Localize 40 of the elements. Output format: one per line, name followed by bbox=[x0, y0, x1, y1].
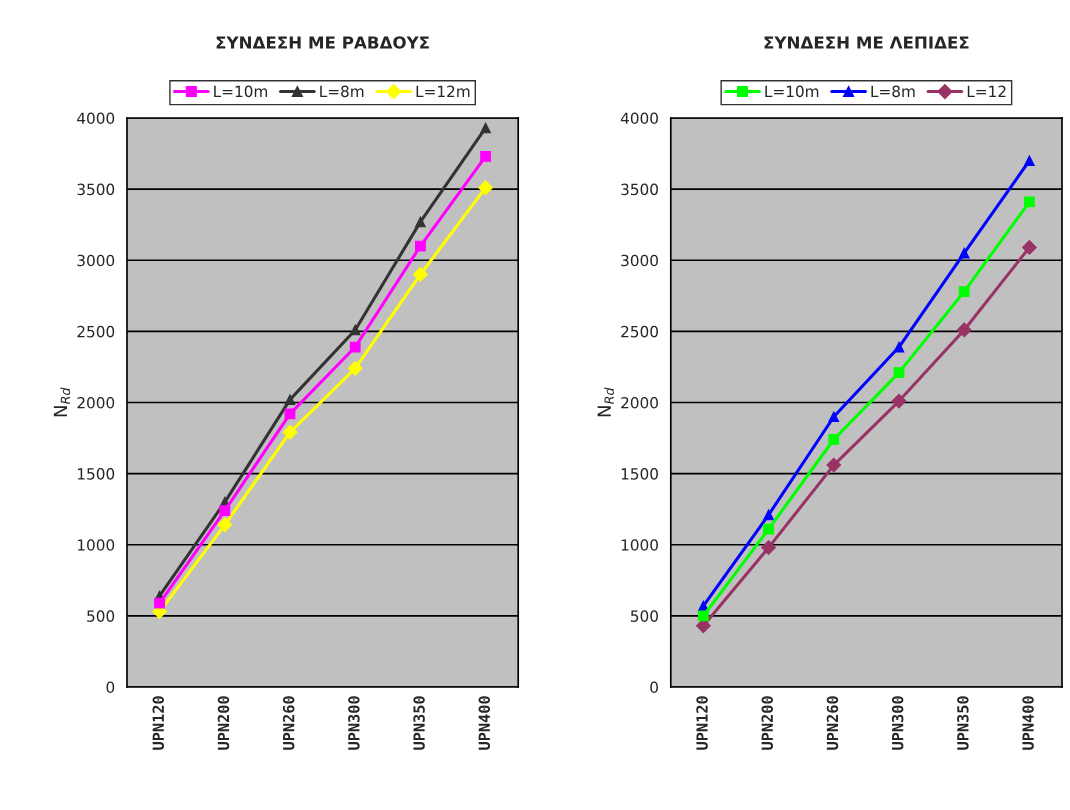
legend-label: L=12 bbox=[967, 85, 1006, 97]
y-tick-label: 4000 bbox=[620, 112, 658, 125]
legend-label: L=10m bbox=[214, 85, 268, 98]
y-tick-label: 1500 bbox=[621, 468, 658, 480]
y-tick-label: 1000 bbox=[621, 539, 658, 551]
y-tick-label: 500 bbox=[87, 610, 115, 622]
x-tick-label: UPN400 bbox=[1022, 696, 1034, 750]
y-tick-label: 2000 bbox=[621, 396, 658, 409]
y-tick-label: 2500 bbox=[77, 325, 115, 338]
y-tick-label: 0 bbox=[650, 681, 658, 694]
y-tick-label: 3500 bbox=[77, 183, 115, 196]
y-tick-label: 1000 bbox=[77, 539, 115, 551]
x-tick-label: UPN350 bbox=[957, 696, 969, 750]
y-tick-label: 3000 bbox=[77, 254, 115, 267]
x-tick-label: UPN200 bbox=[761, 696, 774, 750]
y-tick-label: 3000 bbox=[621, 254, 658, 267]
y-axis-title: N$_{Rd}$ bbox=[53, 387, 71, 417]
y-tick-label: 4000 bbox=[77, 112, 115, 125]
x-tick-label: UPN260 bbox=[282, 696, 295, 750]
legend-label: L=8m bbox=[320, 85, 364, 98]
y-tick-label: 500 bbox=[631, 610, 658, 622]
y-axis-title: N$_{Rd}$ bbox=[597, 387, 614, 417]
y-tick-label: 2000 bbox=[77, 396, 115, 409]
legend-label: L=10m bbox=[765, 85, 819, 98]
x-tick-label: UPN260 bbox=[826, 696, 839, 750]
y-tick-label: 2500 bbox=[621, 325, 658, 338]
x-tick-label: UPN200 bbox=[217, 696, 230, 750]
x-tick-label: UPN300 bbox=[348, 696, 360, 750]
x-tick-label: UPN120 bbox=[696, 696, 708, 750]
legend-label: L=8m bbox=[871, 85, 915, 98]
chart-title: ΣΥΝΔΕΣΗ ΜΕ ΛΕΠΙΔΕΣ bbox=[764, 36, 969, 49]
y-tick-label: 0 bbox=[106, 681, 115, 694]
y-tick-label: 3500 bbox=[621, 183, 658, 196]
chart-title: ΣΥΝΔΕΣΗ ΜΕ ΡΑΒΔΟΥΣ bbox=[216, 36, 429, 49]
x-tick-label: UPN120 bbox=[152, 696, 165, 750]
legend-label: L=12m bbox=[416, 85, 470, 97]
x-tick-label: UPN350 bbox=[413, 696, 425, 750]
x-tick-label: UPN400 bbox=[478, 696, 491, 750]
x-tick-label: UPN300 bbox=[891, 696, 904, 750]
y-tick-label: 1500 bbox=[77, 468, 115, 480]
